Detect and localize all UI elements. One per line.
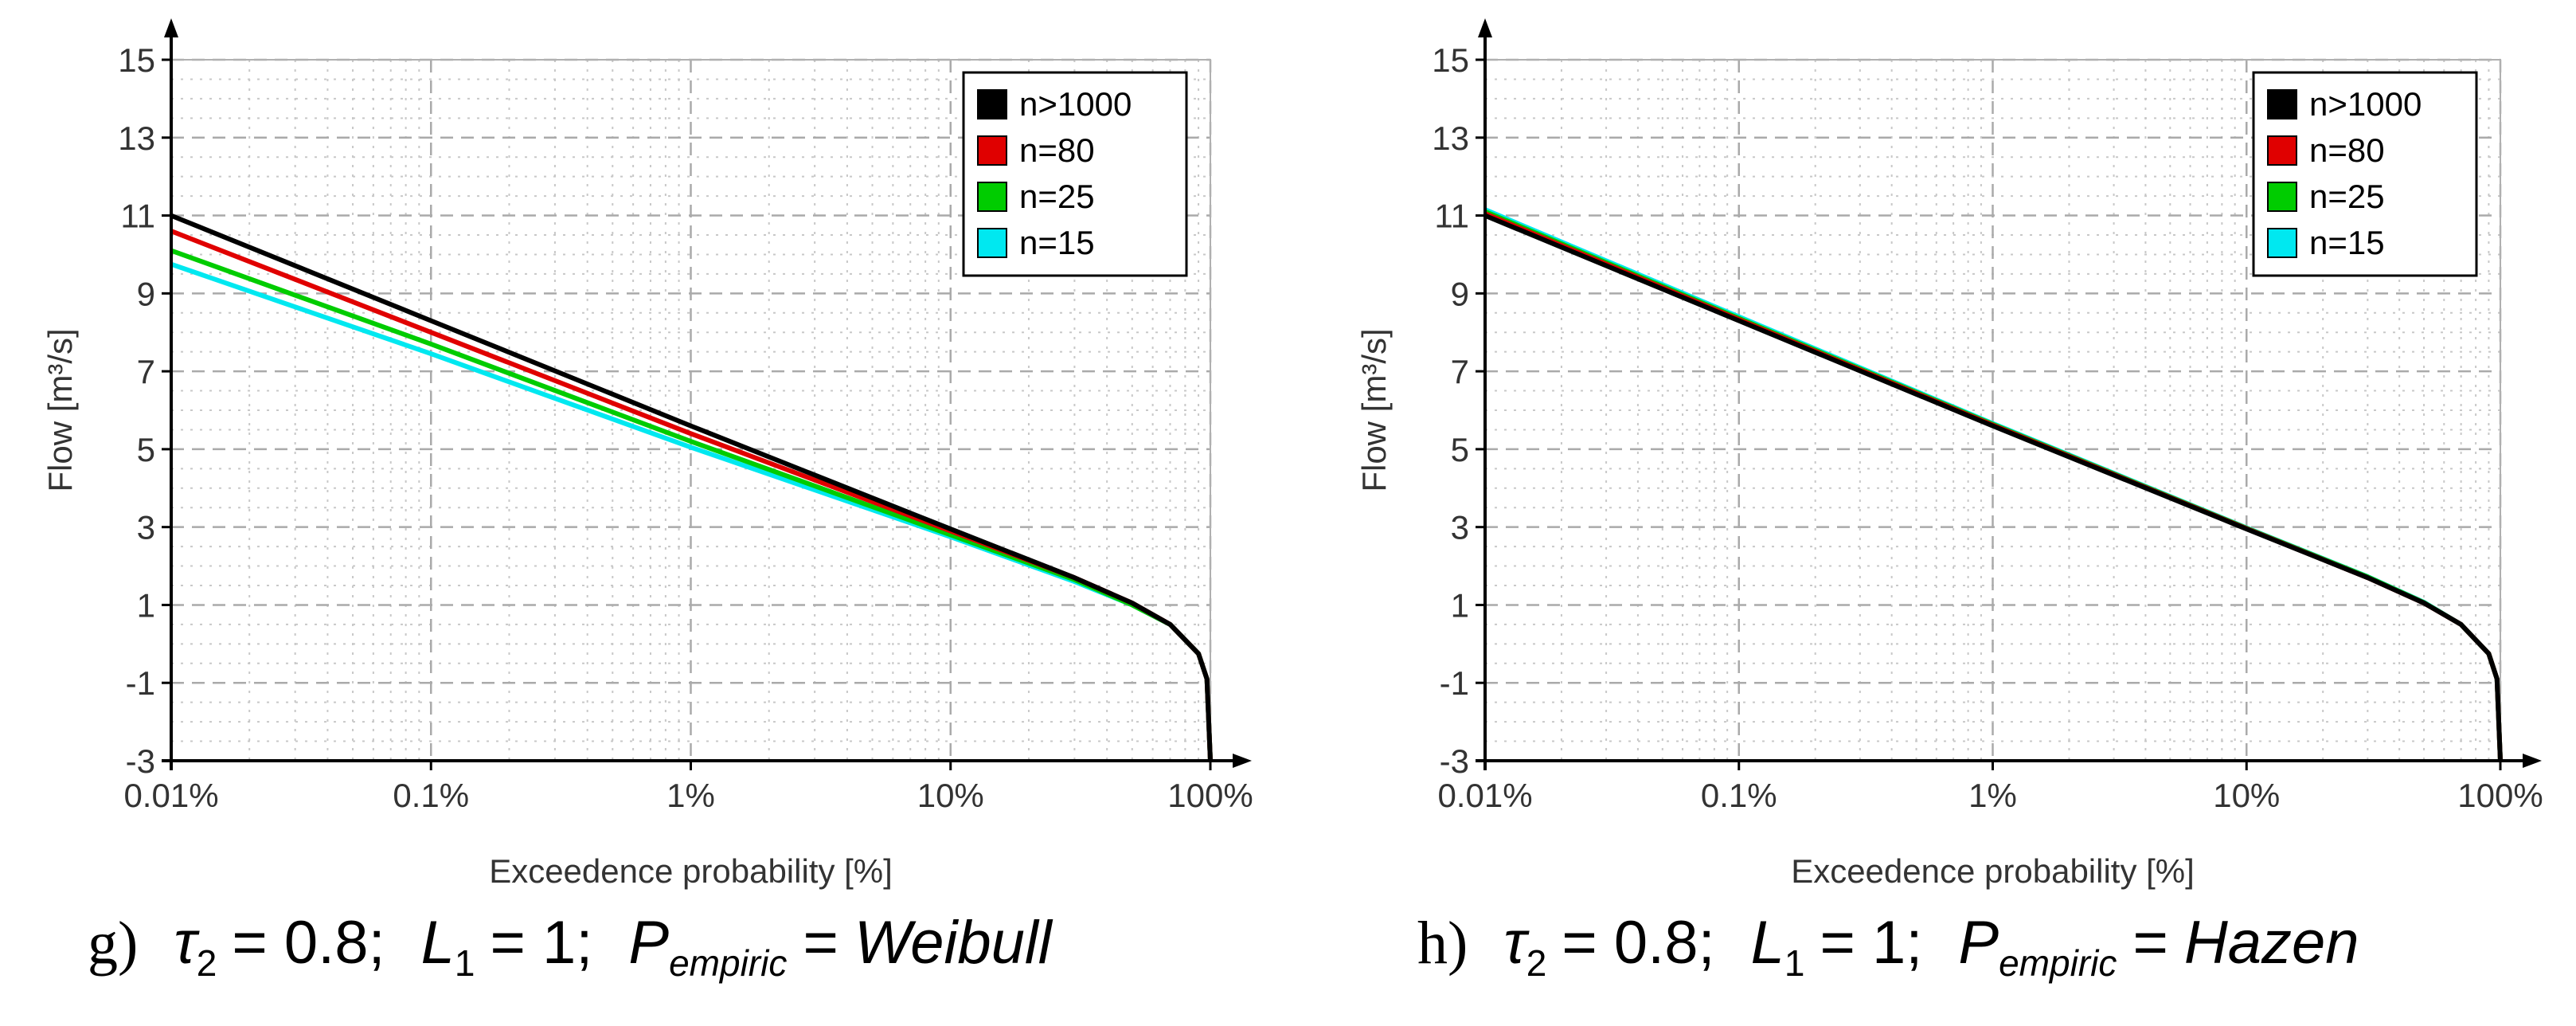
legend-swatch (977, 182, 1007, 212)
caption-p-symbol: P (628, 909, 670, 977)
caption-h: h) τ2 = 0.8; L1 = 1; Pempiric = Hazen (1417, 909, 2359, 985)
y-tick-label: 3 (1451, 509, 1469, 546)
y-axis-arrow-icon (164, 18, 178, 37)
y-tick-label: 13 (1432, 119, 1469, 157)
caption-tau-subscript: 2 (196, 942, 217, 985)
legend-swatch (2267, 182, 2297, 212)
legend-entry-label: n=80 (2309, 131, 2385, 169)
caption-l-subscript: 1 (454, 942, 475, 985)
y-tick-label: 7 (137, 353, 155, 390)
x-tick-label: 100% (1167, 777, 1253, 814)
caption-p-value: = Hazen (2132, 909, 2359, 977)
caption-g: g) τ2 = 0.8; L1 = 1; Pempiric = Weibull (88, 909, 1052, 985)
legend-swatch (977, 135, 1007, 166)
legend-entry-label: n>1000 (2309, 85, 2422, 123)
x-axis-arrow-icon (2523, 754, 2542, 768)
caption-p-subscript: empiric (1999, 942, 2117, 985)
caption-tau-value: = 0.8 (1562, 909, 1698, 977)
caption-tau-symbol: τ (1503, 909, 1526, 977)
y-tick-label: 11 (1434, 198, 1469, 235)
y-tick-label: 1 (1451, 586, 1469, 624)
y-tick-label: 9 (137, 275, 155, 312)
caption-l-value: = 1 (1820, 909, 1906, 977)
y-tick-label: 7 (1451, 353, 1469, 390)
y-tick-label: -1 (1440, 664, 1469, 702)
y-tick-label: 11 (120, 198, 155, 235)
x-axis-arrow-icon (1233, 754, 1252, 768)
legend-entry-label: n=80 (1019, 131, 1095, 169)
legend-entry-label: n>1000 (1019, 85, 1132, 123)
legend-entry-label: n=15 (2309, 224, 2385, 261)
y-tick-label: 9 (1451, 275, 1469, 312)
legend-swatch (2267, 135, 2297, 166)
legend-entry-label: n=15 (1019, 224, 1095, 261)
y-axis-arrow-icon (1478, 18, 1492, 37)
x-tick-label: 0.1% (1701, 777, 1777, 814)
caption-tau-value: = 0.8 (232, 909, 369, 977)
x-tick-label: 1% (666, 777, 715, 814)
legend: n>1000 n=80 n=25 n=15 (2252, 71, 2478, 277)
y-tick-label: -3 (126, 742, 155, 780)
y-tick-label: 3 (137, 509, 155, 546)
x-tick-label: 0.1% (393, 777, 469, 814)
caption-p-symbol: P (1958, 909, 1999, 977)
caption-p-value: = Weibull (802, 909, 1052, 977)
y-tick-label: 13 (118, 119, 155, 157)
caption-tau-subscript: 2 (1526, 942, 1547, 985)
legend-swatch (2267, 228, 2297, 258)
legend-swatch (2267, 89, 2297, 119)
y-tick-label: -3 (1440, 742, 1469, 780)
series-line-n-1000 (170, 213, 1213, 762)
x-tick-label: 1% (1968, 777, 2017, 814)
y-tick-label: 1 (137, 586, 155, 624)
caption-l-symbol: L (420, 909, 455, 977)
caption-l-subscript: 1 (1784, 942, 1805, 985)
series-line-n-1000 (1483, 213, 2503, 762)
y-tick-label: 15 (1432, 41, 1469, 79)
x-tick-label: 10% (2213, 777, 2280, 814)
y-axis-title: Flow [m³/s] (1355, 328, 1393, 491)
caption-p-subscript: empiric (669, 942, 788, 985)
x-tick-label: 10% (917, 777, 984, 814)
series-group (170, 213, 1213, 762)
caption-panel-label: g) (88, 910, 139, 977)
chart-h: 0.01% 0.1% 1% 10% 100%-3-113579111315Exceede… (1355, 18, 2543, 890)
y-tick-label: 5 (1451, 431, 1469, 468)
x-axis-title: Exceedence probability [%] (489, 852, 893, 890)
caption-l-value: = 1 (490, 909, 577, 977)
y-tick-label: -1 (126, 664, 155, 702)
caption-tau-symbol: τ (174, 909, 197, 977)
series-group (1483, 207, 2503, 762)
y-axis-title: Flow [m³/s] (41, 328, 79, 491)
x-tick-label: 100% (2457, 777, 2543, 814)
legend-entry-label: n=25 (1019, 178, 1095, 215)
caption-panel-label: h) (1417, 910, 1468, 977)
x-tick-label: 0.01% (1437, 777, 1532, 814)
legend-entry-label: n=25 (2309, 178, 2385, 215)
y-tick-label: 5 (137, 431, 155, 468)
chart-g: 0.01% 0.1% 1% 10% 100%-3-113579111315Exceede… (41, 18, 1253, 890)
y-tick-label: 15 (118, 41, 155, 79)
x-tick-label: 0.01% (123, 777, 218, 814)
caption-l-symbol: L (1750, 909, 1784, 977)
legend-swatch (977, 89, 1007, 119)
x-axis-title: Exceedence probability [%] (1791, 852, 2195, 890)
legend-swatch (977, 228, 1007, 258)
legend: n>1000 n=80 n=25 n=15 (962, 71, 1188, 277)
